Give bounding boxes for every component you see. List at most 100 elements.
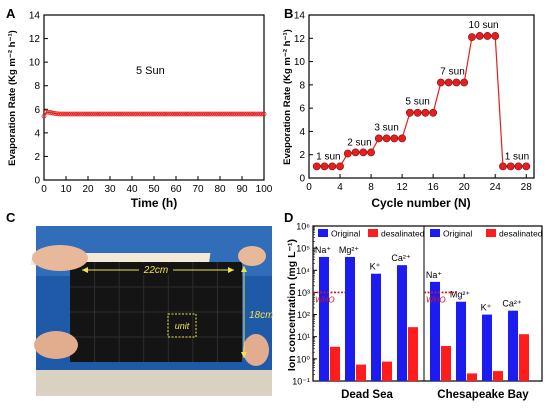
- chart-b-point: [359, 148, 368, 157]
- chart-b-annotation: 1 sun: [505, 151, 529, 162]
- chart-b-series: [312, 32, 531, 171]
- chart-a-point: [230, 111, 236, 117]
- chart-a-point: [103, 111, 108, 117]
- chart-b-point: [483, 32, 492, 40]
- chart-b-annotation: 7 sun: [440, 66, 464, 77]
- chart-a-point: [112, 111, 117, 117]
- chart-a-point: [46, 109, 51, 115]
- chart-b-point: [475, 32, 484, 40]
- width-arrow-right-head: [228, 267, 234, 273]
- chart-a-point: [68, 111, 73, 117]
- width-label: 22cm: [143, 265, 168, 276]
- chart-a-y-label: Evaporation Rate (Kg m⁻² h⁻¹): [7, 30, 18, 166]
- chart-d-y-tick-label: 10⁰: [296, 354, 310, 364]
- chart-a-point: [52, 111, 58, 116]
- chart-d-bar-desalinated: [408, 327, 418, 381]
- chart-a-annotation: 5 Sun: [136, 65, 165, 77]
- chart-d-y-tick-label: 10¹: [297, 332, 310, 342]
- chart-a-point: [48, 110, 53, 115]
- chart-d-bar-desalinated: [441, 346, 451, 381]
- chart-d-legend: Original desalinated Original desalinated: [318, 229, 543, 239]
- chart-a-point: [90, 111, 95, 117]
- chart-b-x-tick-label: 24: [490, 182, 502, 193]
- chart-a-point: [131, 111, 137, 117]
- chart-a-point: [107, 111, 113, 117]
- width-label-bg: [139, 263, 173, 275]
- panel-a-letter: A: [6, 6, 16, 21]
- chart-a-x-tick-label: 50: [148, 184, 160, 195]
- chart-d-group-label-dead-sea: Dead Sea: [341, 389, 393, 401]
- chart-a-point: [199, 111, 205, 117]
- chart-b-point: [343, 149, 352, 158]
- chart-a-point: [144, 111, 150, 117]
- chart-a-point: [85, 111, 91, 117]
- chart-a-point: [155, 111, 161, 117]
- chart-a-point: [79, 111, 84, 117]
- chart-d-bar-original: [345, 256, 355, 381]
- chart-d-plot-frame: [312, 225, 543, 382]
- chart-a-point: [221, 111, 227, 117]
- chart-a-y-tick-label: 6: [34, 105, 40, 116]
- chart-a-point: [232, 111, 238, 117]
- chart-d-y-tick-label: 10⁻¹: [292, 377, 310, 387]
- chart-d-bar-original: [397, 265, 407, 381]
- chart-b-point: [421, 108, 430, 117]
- chart-a-y-tick-label: 0: [34, 176, 40, 187]
- chart-b-point: [522, 162, 531, 171]
- chart-a-point: [166, 111, 172, 117]
- chart-d-ion-concentration: 10⁻¹ 10⁰ 10¹ 10² 10³ 10⁴ 10⁵ 10⁶ Na⁺ Mg²⁺ K⁺ Ca²⁺ W…: [286, 222, 543, 402]
- chart-a-point: [50, 110, 56, 116]
- chart-b-point: [328, 162, 337, 171]
- chart-d-bar-desalinated: [356, 364, 366, 381]
- chart-d-category-label: Ca²⁺: [502, 299, 522, 309]
- chart-d-legend-label: desalinated: [381, 229, 425, 239]
- chart-d-bars: Na⁺ Mg²⁺ K⁺ Ca²⁺ WHO Na⁺ Mg²⁺ K⁺ Ca²⁺ WHO: [313, 245, 529, 381]
- chart-b-annotation: 10 sun: [469, 20, 499, 31]
- chart-a-y-ticks: 0 2 4 6 8 10 12 14: [29, 11, 48, 187]
- chart-d-y-label: Ion concentration (mg L⁻¹): [286, 239, 298, 371]
- chart-a-point: [98, 111, 104, 117]
- chart-a-point: [41, 113, 47, 119]
- chart-a-x-tick-label: 0: [41, 184, 47, 195]
- chart-b-point: [491, 32, 500, 40]
- chart-b-point: [413, 108, 422, 117]
- chart-a-point: [54, 111, 60, 117]
- chart-b-point: [429, 108, 438, 117]
- chart-a-evaporation-vs-time: 0 2 4 6 8 10 12 14 0 10 20 30 40 50 60 70 80 90 100 5 Sun…: [7, 11, 273, 211]
- chart-b-x-tick-label: 8: [368, 182, 374, 193]
- chart-b-point: [460, 78, 469, 87]
- chart-d-bar-desalinated: [519, 334, 529, 381]
- chart-d-group-label-chesapeake-bay: Chesapeake Bay: [437, 389, 529, 401]
- chart-b-y-tick-label: 8: [299, 80, 305, 91]
- chart-a-point: [186, 111, 192, 117]
- chart-b-x-label: Cycle number (N): [371, 196, 470, 210]
- chart-d-bar-desalinated: [330, 346, 340, 381]
- chart-d-bar-original: [371, 273, 381, 381]
- chart-b-point: [367, 148, 375, 157]
- chart-b-point: [405, 108, 414, 117]
- chart-b-annotation: 2 sun: [347, 137, 371, 148]
- chart-d-category-label: Na⁺: [315, 245, 332, 255]
- chart-d-legend-swatch: [368, 229, 378, 237]
- chart-a-y-tick-label: 10: [29, 58, 41, 69]
- chart-a-point: [153, 111, 159, 117]
- chart-a-x-tick-label: 100: [256, 184, 273, 195]
- chart-b-y-label: Evaporation Rate (Kg m⁻² h⁻¹): [282, 29, 293, 165]
- chart-a-y-tick-label: 8: [34, 81, 40, 92]
- chart-a-point: [208, 111, 214, 117]
- chart-a-point: [81, 111, 86, 117]
- chart-d-bar-original: [482, 314, 492, 381]
- chart-d-category-label: K⁺: [370, 262, 381, 272]
- chart-a-x-label: Time (h): [131, 196, 177, 210]
- chart-d-bar-desalinated: [382, 361, 392, 381]
- panel-d-letter: D: [284, 210, 293, 225]
- chart-a-point: [63, 111, 69, 117]
- chart-a-y-tick-label: 4: [34, 128, 40, 139]
- chart-d-reference-label: WHO: [426, 295, 446, 304]
- unit-box: [167, 313, 197, 338]
- chart-d-y-tick-label: 10⁶: [296, 222, 310, 232]
- chart-b-point: [320, 162, 329, 171]
